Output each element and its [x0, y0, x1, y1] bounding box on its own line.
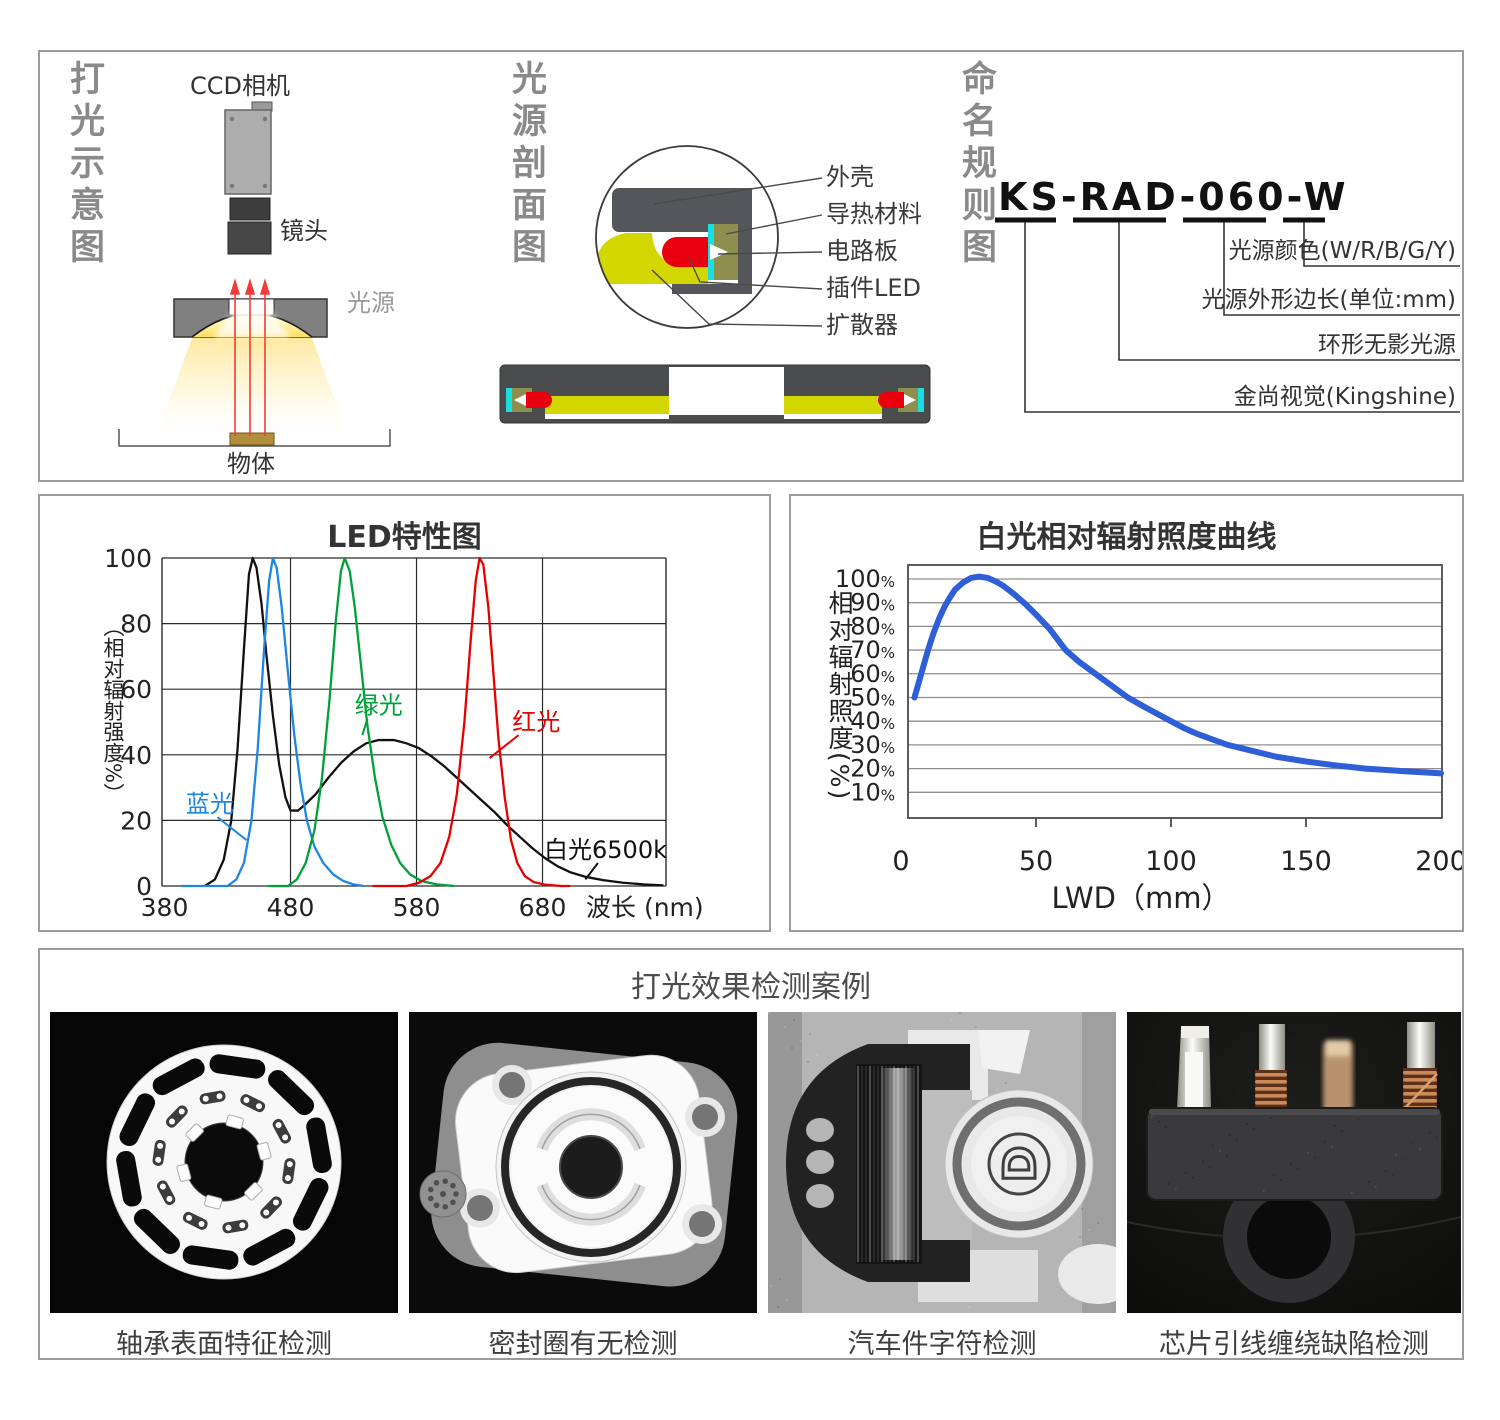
- chip-leads-image: [1127, 1012, 1461, 1313]
- cross-section-magnifier-illustration: [595, 145, 779, 329]
- callout-diffuser: 扩散器: [826, 311, 898, 339]
- camera-label: CCD相机: [190, 72, 290, 100]
- svg-text:100: 100: [1145, 846, 1197, 877]
- naming-label-color: 光源颜色(W/R/B/G/Y): [1229, 238, 1456, 264]
- svg-text:0: 0: [892, 846, 909, 877]
- irradiance-chart-ylabel: 相对辐射照度(%): [825, 590, 854, 802]
- svg-text:50: 50: [1019, 846, 1053, 877]
- case-photo-bearing: [50, 1012, 398, 1313]
- panel-detection-cases: 打光效果检测案例 D 轴承表面特征检测 密封圈有无检测 汽车件字符检测 芯片引线…: [38, 948, 1464, 1360]
- section-title-naming-rule: 命名规则图: [956, 60, 996, 270]
- case-caption-chip-leads: 芯片引线缠绕缺陷检测: [1159, 1329, 1429, 1360]
- svg-text:20%: 20%: [850, 755, 895, 783]
- svg-text:580: 580: [393, 893, 441, 922]
- ccd-camera-illustration: CCD相机 镜头: [190, 72, 328, 255]
- auto-part-image: D: [768, 1012, 1116, 1313]
- svg-text:0: 0: [136, 872, 152, 901]
- svg-text:红光: 红光: [512, 708, 560, 736]
- svg-text:80: 80: [120, 610, 152, 639]
- section-title-cross-section: 光源剖面图: [506, 60, 546, 270]
- svg-text:50%: 50%: [850, 683, 895, 711]
- svg-text:40%: 40%: [850, 707, 895, 735]
- case-caption-auto-part: 汽车件字符检测: [847, 1329, 1037, 1360]
- top-diagrams-drawing: CCD相机 镜头 光源 物体: [118, 72, 1460, 478]
- naming-label-brand: 金尚视觉(Kingshine): [1234, 384, 1456, 410]
- naming-rule-diagram: KS-RAD-060-W 光源颜色(W/R/B/G/Y) 光源外形边长(单位:m…: [995, 175, 1460, 413]
- svg-text:30%: 30%: [850, 731, 895, 759]
- svg-text:波长 (nm): 波长 (nm): [586, 893, 704, 922]
- svg-text:绿光: 绿光: [355, 692, 403, 720]
- irradiance-chart-title: 白光相对辐射照度曲线: [976, 520, 1277, 555]
- object-stage-illustration: 物体: [118, 429, 391, 478]
- callout-plugin-led: 插件LED: [826, 274, 921, 302]
- led-chart-title: LED特性图: [327, 520, 482, 555]
- ring-light-section-bar-illustration: [499, 364, 931, 424]
- bearing-image: [50, 1012, 398, 1313]
- panel-top-diagrams: 打光示意图 光源剖面图 命名规则图 CCD相机 镜头: [38, 50, 1464, 482]
- svg-text:100: 100: [104, 544, 152, 573]
- object-label: 物体: [227, 450, 275, 478]
- case-caption-seal-ring: 密封圈有无检测: [488, 1329, 678, 1360]
- cases-title: 打光效果检测案例: [631, 970, 871, 1005]
- case-photo-seal-ring: [409, 1012, 757, 1313]
- led-chart-ylabel: （相对辐射强度%）: [101, 616, 125, 804]
- svg-text:150: 150: [1280, 846, 1332, 877]
- light-ray-arrows-icon: [229, 278, 271, 436]
- svg-text:D: D: [995, 1146, 1046, 1183]
- svg-text:80%: 80%: [850, 612, 895, 640]
- led-spectrum-chart: 0 20 40 60 80 100 380 480 580 680 波长 (nm) 蓝光 绿光红光白光6…: [104, 544, 704, 922]
- callout-circuit-board: 电路板: [826, 237, 898, 265]
- seal-ring-image: [409, 1012, 757, 1313]
- case-photo-auto-part: D: [768, 1012, 1116, 1313]
- ring-light-illustration: 光源: [157, 289, 395, 434]
- svg-text:10%: 10%: [850, 778, 895, 806]
- lens-label: 镜头: [280, 217, 328, 245]
- case-photo-chip-leads: [1127, 1012, 1461, 1313]
- section-title-lighting-schematic: 打光示意图: [64, 60, 104, 270]
- panel-irradiance-chart: 白光相对辐射照度曲线 相对辐射照度(%) 10% 20% 30% 40% 50% 60% 7…: [789, 494, 1464, 932]
- case-caption-bearing: 轴承表面特征检测: [116, 1329, 332, 1360]
- svg-text:40: 40: [120, 741, 152, 770]
- callout-housing: 外壳: [826, 163, 874, 191]
- irradiance-curve-chart: 10%20%30%40%50%60%70%80%90%100% 0 50 100 150…: [835, 564, 1462, 915]
- svg-text:480: 480: [267, 893, 315, 922]
- cross-section-callouts: 外壳 导热材料 电路板 插件LED 扩散器: [651, 163, 922, 339]
- panel-led-chart: LED特性图 （相对辐射强度%） 0 20 40 60 80 100 380 480 580 68…: [38, 494, 771, 932]
- svg-text:60: 60: [120, 675, 152, 704]
- svg-text:380: 380: [141, 893, 189, 922]
- naming-leader-lines: [1024, 222, 1460, 413]
- svg-text:90%: 90%: [850, 589, 895, 617]
- svg-text:20: 20: [120, 806, 152, 835]
- svg-text:LWD（mm）: LWD（mm）: [1052, 881, 1231, 915]
- svg-text:100%: 100%: [835, 565, 895, 593]
- light-source-label: 光源: [347, 289, 395, 317]
- naming-label-size: 光源外形边长(单位:mm): [1201, 287, 1456, 313]
- callout-thermal-material: 导热材料: [826, 200, 922, 228]
- model-code: KS-RAD-060-W: [998, 175, 1349, 219]
- svg-text:白光6500k: 白光6500k: [544, 836, 667, 864]
- svg-text:200: 200: [1415, 846, 1462, 877]
- svg-text:70%: 70%: [850, 636, 895, 664]
- svg-text:60%: 60%: [850, 660, 895, 688]
- svg-text:680: 680: [519, 893, 567, 922]
- naming-label-type: 环形无影光源: [1318, 332, 1456, 358]
- svg-text:蓝光: 蓝光: [186, 790, 234, 818]
